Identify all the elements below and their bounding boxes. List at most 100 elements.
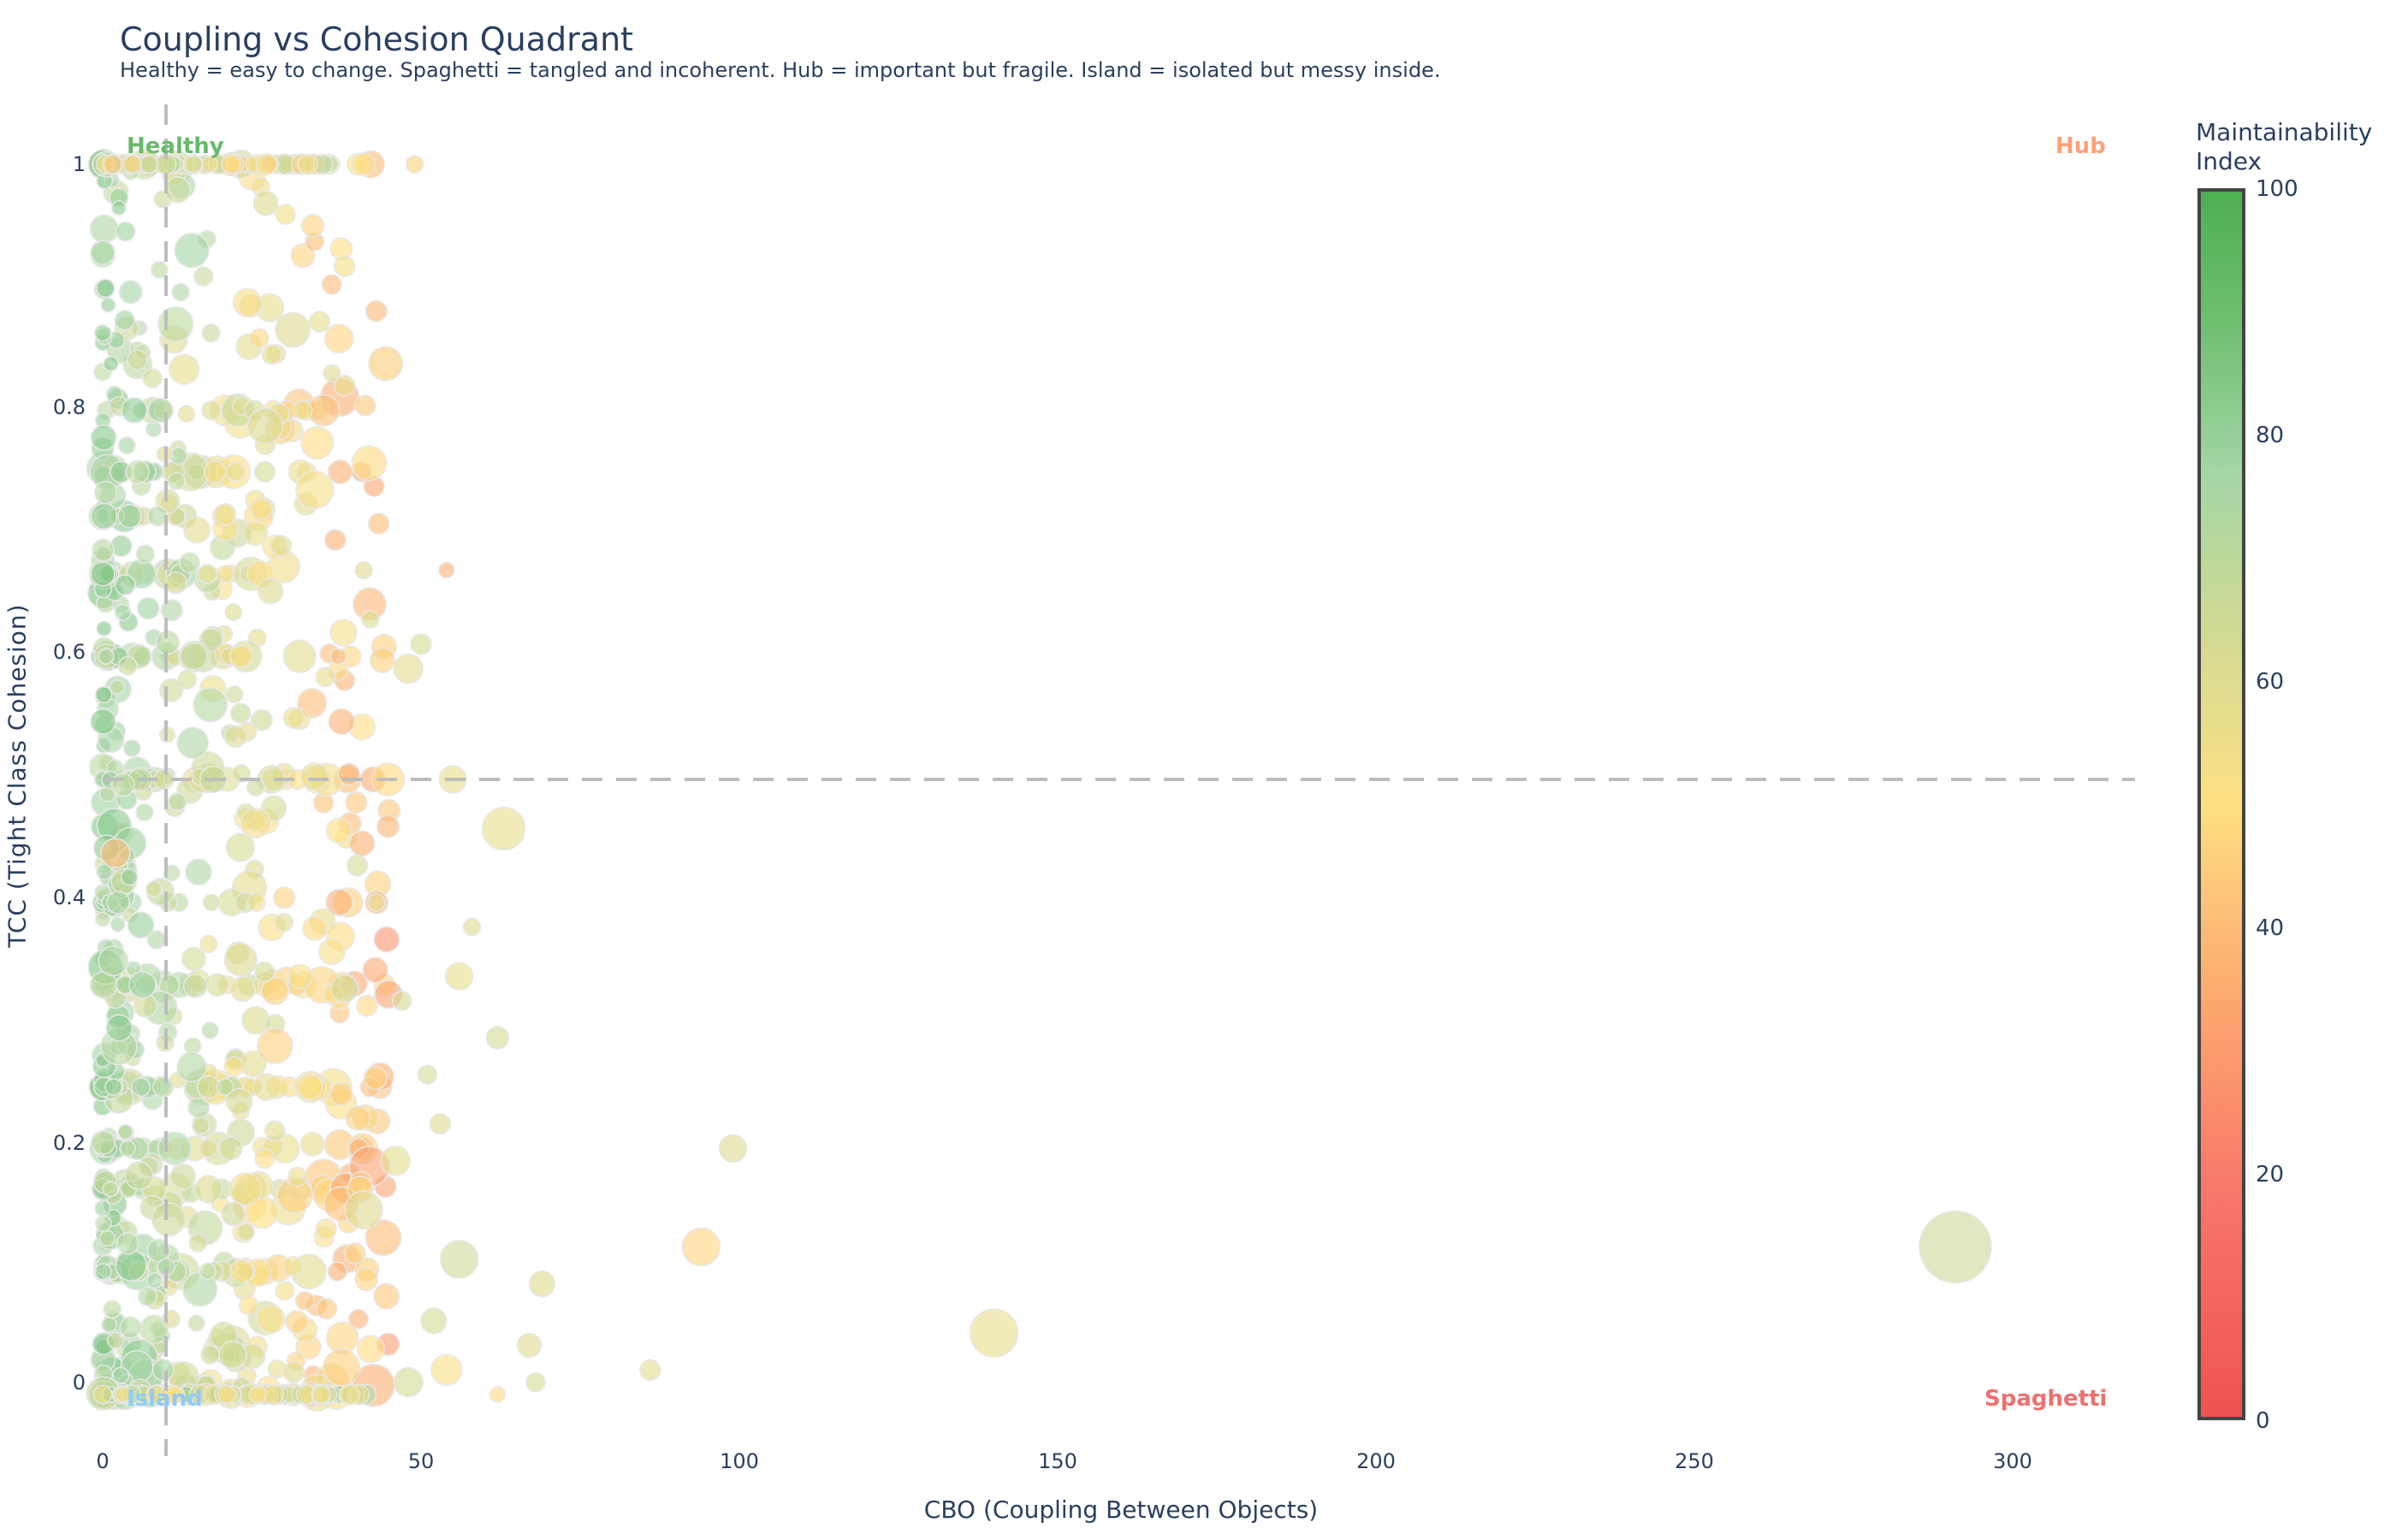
data-point[interactable]	[489, 1386, 507, 1403]
data-point[interactable]	[267, 1359, 287, 1379]
data-point[interactable]	[1919, 1210, 1992, 1284]
data-point[interactable]	[373, 1282, 400, 1310]
data-point[interactable]	[118, 280, 143, 305]
data-point[interactable]	[100, 1317, 117, 1333]
data-point[interactable]	[344, 1190, 383, 1230]
data-point[interactable]	[169, 1163, 197, 1190]
data-point[interactable]	[246, 778, 265, 797]
data-point[interactable]	[142, 368, 163, 388]
data-point[interactable]	[105, 1014, 133, 1042]
data-point[interactable]	[252, 190, 279, 216]
data-point[interactable]	[160, 599, 183, 622]
data-point[interactable]	[249, 328, 270, 348]
data-point[interactable]	[248, 1385, 267, 1404]
data-point[interactable]	[93, 480, 118, 505]
data-point[interactable]	[444, 962, 474, 991]
data-point[interactable]	[135, 544, 156, 564]
data-point[interactable]	[264, 1075, 289, 1099]
data-point[interactable]	[199, 1139, 218, 1158]
data-point[interactable]	[199, 1262, 216, 1280]
data-point[interactable]	[103, 355, 119, 372]
data-point[interactable]	[183, 1037, 202, 1055]
data-point[interactable]	[147, 397, 174, 424]
data-point[interactable]	[373, 926, 400, 953]
data-point[interactable]	[420, 1306, 448, 1335]
data-point[interactable]	[316, 1298, 338, 1320]
data-point[interactable]	[229, 1259, 254, 1284]
data-point[interactable]	[115, 221, 136, 242]
data-point[interactable]	[327, 1261, 347, 1282]
data-point[interactable]	[356, 1335, 385, 1364]
data-point[interactable]	[246, 407, 284, 445]
data-point[interactable]	[193, 687, 228, 723]
data-point[interactable]	[137, 1286, 157, 1306]
data-point[interactable]	[348, 1308, 369, 1330]
data-point[interactable]	[201, 1022, 219, 1040]
data-point[interactable]	[188, 1233, 208, 1253]
data-point[interactable]	[117, 503, 142, 529]
data-point[interactable]	[90, 708, 116, 735]
data-point[interactable]	[164, 1385, 184, 1404]
data-point[interactable]	[250, 708, 273, 732]
data-point[interactable]	[157, 1131, 193, 1166]
data-point[interactable]	[308, 311, 331, 333]
data-point[interactable]	[218, 1136, 243, 1161]
data-point[interactable]	[110, 916, 126, 933]
data-point[interactable]	[96, 620, 112, 637]
data-point[interactable]	[120, 868, 139, 886]
data-point[interactable]	[380, 1146, 411, 1176]
data-point[interactable]	[100, 297, 116, 313]
data-point[interactable]	[102, 1181, 119, 1198]
data-point[interactable]	[257, 1028, 294, 1064]
data-point[interactable]	[176, 669, 198, 690]
data-point[interactable]	[439, 1240, 479, 1279]
data-point[interactable]	[131, 1077, 151, 1097]
data-point[interactable]	[193, 1175, 223, 1204]
data-point[interactable]	[136, 596, 160, 620]
data-point[interactable]	[183, 516, 211, 544]
data-point[interactable]	[223, 1056, 245, 1077]
data-point[interactable]	[356, 994, 378, 1017]
data-point[interactable]	[214, 503, 237, 526]
data-point[interactable]	[295, 470, 335, 510]
data-point[interactable]	[263, 1383, 285, 1406]
data-point[interactable]	[94, 911, 111, 927]
data-point[interactable]	[300, 214, 325, 238]
data-point[interactable]	[287, 963, 313, 989]
data-point[interactable]	[98, 648, 115, 665]
data-point[interactable]	[125, 459, 150, 484]
data-point[interactable]	[229, 976, 256, 1003]
data-point[interactable]	[329, 648, 347, 665]
data-point[interactable]	[294, 1291, 315, 1311]
data-point[interactable]	[103, 1300, 122, 1318]
data-point[interactable]	[327, 459, 353, 485]
data-point[interactable]	[429, 1112, 452, 1135]
data-point[interactable]	[115, 1386, 132, 1403]
data-point[interactable]	[329, 974, 359, 1004]
data-point[interactable]	[216, 565, 234, 583]
data-point[interactable]	[275, 204, 296, 225]
data-point[interactable]	[328, 708, 355, 736]
data-point[interactable]	[224, 603, 243, 621]
data-point[interactable]	[239, 1294, 259, 1316]
data-point[interactable]	[168, 792, 187, 812]
data-point[interactable]	[110, 773, 135, 797]
data-point[interactable]	[127, 349, 148, 370]
data-point[interactable]	[315, 666, 336, 688]
data-point[interactable]	[94, 1215, 112, 1232]
data-point[interactable]	[300, 425, 335, 460]
data-point[interactable]	[232, 287, 263, 318]
data-point[interactable]	[150, 260, 169, 279]
data-point[interactable]	[345, 1105, 371, 1131]
data-point[interactable]	[217, 1384, 237, 1405]
data-point[interactable]	[391, 991, 412, 1011]
data-point[interactable]	[225, 1087, 253, 1116]
data-point[interactable]	[323, 323, 354, 354]
data-point[interactable]	[183, 974, 208, 998]
data-point[interactable]	[98, 945, 129, 977]
data-point[interactable]	[485, 1026, 510, 1050]
data-point[interactable]	[351, 445, 388, 482]
data-point[interactable]	[185, 858, 212, 886]
data-point[interactable]	[264, 1120, 286, 1142]
data-point[interactable]	[157, 305, 194, 343]
